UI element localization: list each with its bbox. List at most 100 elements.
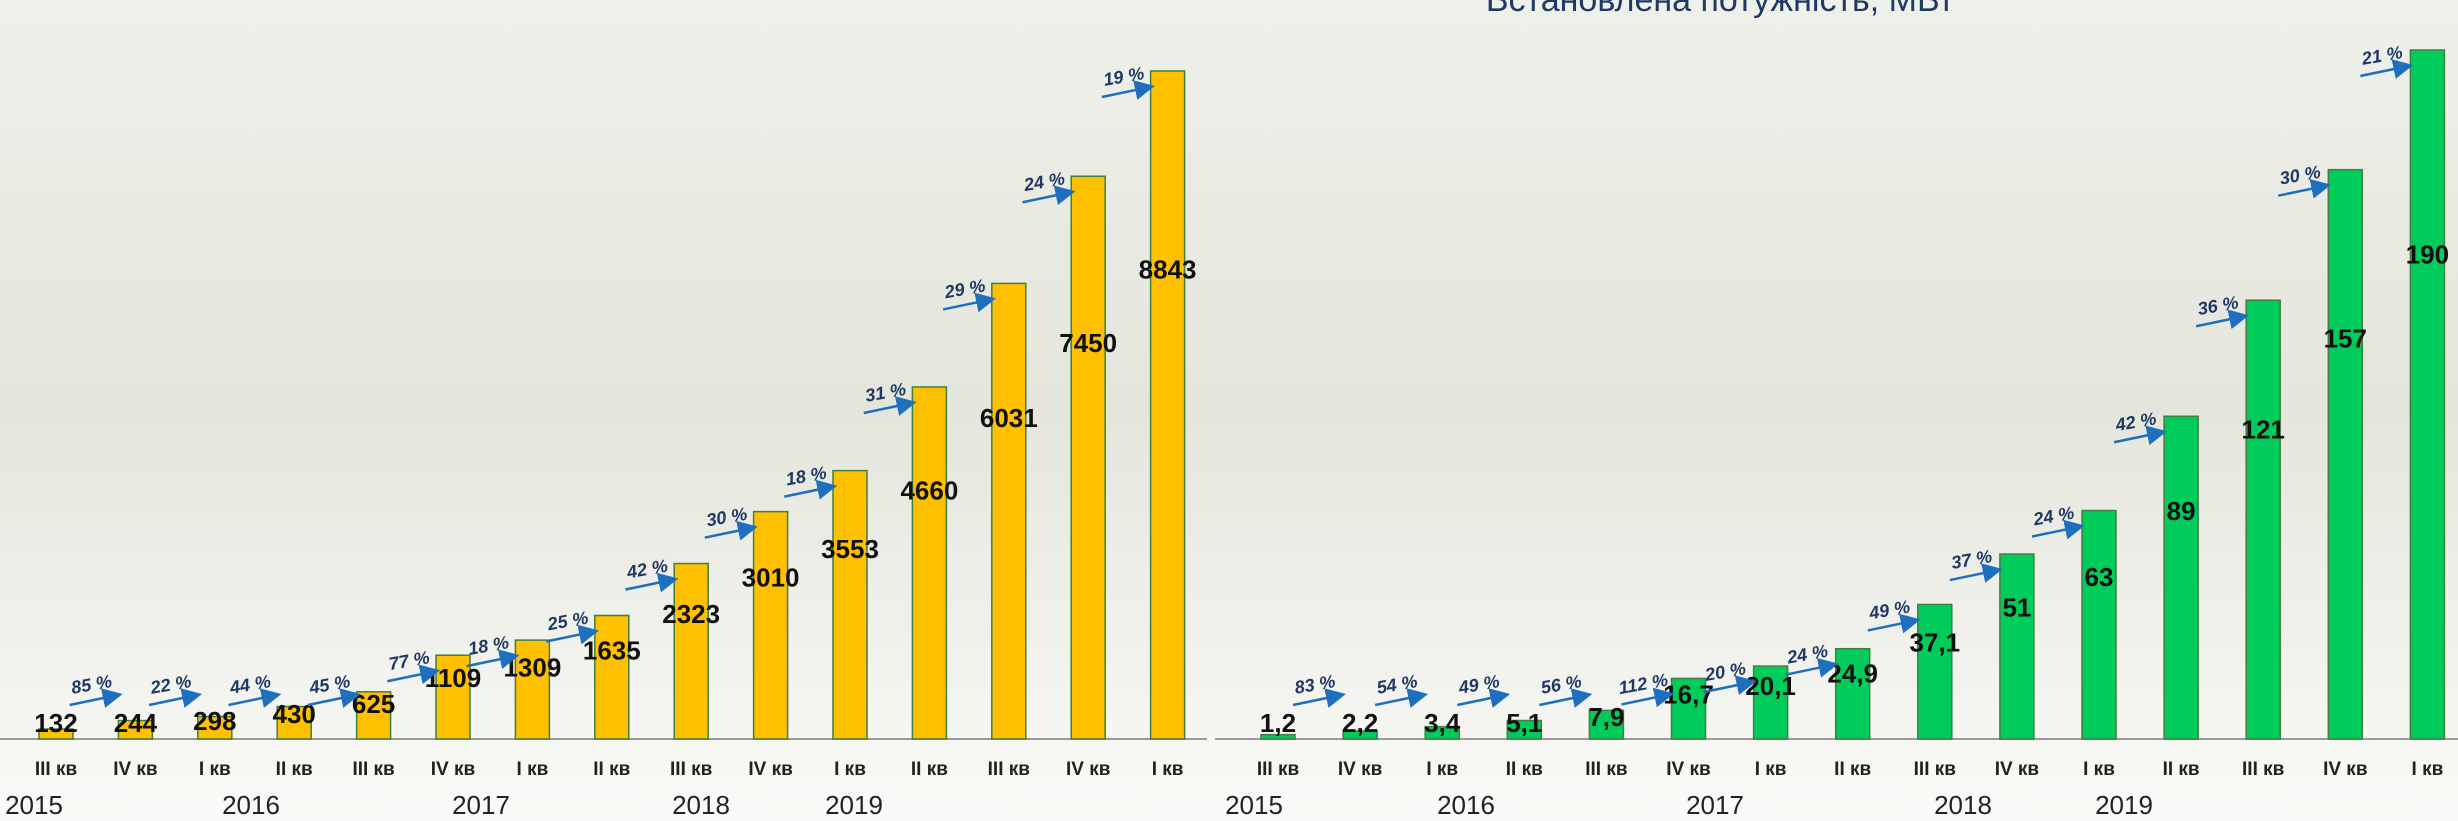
bar bbox=[1070, 175, 1106, 740]
bar bbox=[1588, 709, 1625, 740]
x-tick-label: IV кв bbox=[1338, 759, 1382, 780]
bar bbox=[1917, 603, 1953, 740]
value-label: 24,9 bbox=[1827, 659, 1878, 689]
x-tick-label: IV кв bbox=[1066, 759, 1110, 780]
x-tick-label: II кв bbox=[2163, 759, 2200, 780]
growth-arrow bbox=[228, 688, 282, 708]
growth-arrow bbox=[863, 396, 917, 416]
year-label: 2016 bbox=[222, 790, 280, 820]
x-tick-label: IV кв bbox=[1995, 759, 2039, 780]
x-tick-label: I кв bbox=[834, 759, 866, 780]
year-label: 2018 bbox=[1934, 790, 1992, 820]
growth-arrow bbox=[1949, 563, 2003, 583]
growth-arrow bbox=[2360, 59, 2414, 79]
value-label: 3553 bbox=[821, 534, 879, 564]
x-tick-label: II кв bbox=[911, 759, 948, 780]
value-label: 1,2 bbox=[1260, 708, 1296, 738]
value-label: 3,4 bbox=[1424, 708, 1461, 738]
x-tick-label: III кв bbox=[2242, 759, 2284, 780]
bar bbox=[2409, 49, 2446, 740]
bar bbox=[1342, 730, 1378, 740]
x-tick-label: III кв bbox=[988, 759, 1030, 780]
value-label: 132 bbox=[34, 708, 77, 738]
value-label: 5,1 bbox=[1506, 708, 1542, 738]
bar bbox=[832, 469, 868, 740]
bar bbox=[1506, 719, 1543, 740]
bar bbox=[197, 715, 233, 740]
bar bbox=[1999, 553, 2035, 740]
bar bbox=[117, 719, 154, 740]
bar bbox=[2163, 415, 2199, 740]
growth-arrow bbox=[1703, 675, 1757, 695]
x-tick-label: III кв bbox=[35, 759, 77, 780]
value-label: 51 bbox=[2002, 592, 2031, 622]
bar bbox=[1149, 70, 1186, 740]
growth-arrow bbox=[1785, 657, 1839, 678]
x-tick-label: IV кв bbox=[748, 759, 792, 780]
value-label: 2323 bbox=[662, 599, 720, 629]
growth-arrow bbox=[1022, 185, 1076, 206]
x-tick-label: II кв bbox=[276, 759, 313, 780]
x-tick-label: IV кв bbox=[113, 759, 157, 780]
value-label: 3010 bbox=[742, 563, 800, 593]
chart-title: Встановлена потужність, МВт bbox=[1486, 0, 1954, 19]
x-tick-label: IV кв bbox=[431, 759, 475, 780]
bar bbox=[1260, 733, 1296, 740]
x-tick-label: I кв bbox=[2083, 759, 2115, 780]
value-label: 244 bbox=[114, 708, 158, 738]
growth-arrow bbox=[942, 292, 996, 313]
bar bbox=[435, 654, 471, 740]
bar bbox=[1670, 677, 1707, 740]
x-tick-label: III кв bbox=[1585, 759, 1627, 780]
growth-arrow bbox=[704, 520, 758, 541]
bar bbox=[2081, 509, 2117, 740]
x-tick-label: II кв bbox=[1506, 759, 1543, 780]
growth-arrow bbox=[2277, 178, 2332, 199]
year-label: 2016 bbox=[1437, 790, 1495, 820]
bar bbox=[514, 639, 551, 740]
bar bbox=[911, 386, 948, 740]
bar bbox=[991, 282, 1027, 740]
year-label: 2018 bbox=[672, 790, 730, 820]
value-label: 4660 bbox=[900, 475, 958, 505]
value-label: 298 bbox=[193, 706, 236, 736]
growth-arrow bbox=[148, 688, 202, 708]
year-label: 2019 bbox=[2095, 790, 2153, 820]
x-tick-label: I кв bbox=[199, 759, 231, 780]
x-tick-label: III кв bbox=[352, 759, 394, 780]
growth-arrow bbox=[2113, 425, 2167, 446]
growth-arrow bbox=[784, 479, 838, 500]
growth-arrow bbox=[466, 649, 520, 669]
value-label: 2,2 bbox=[1342, 708, 1378, 738]
value-label: 63 bbox=[2085, 562, 2114, 592]
x-tick-label: III кв bbox=[1914, 759, 1956, 780]
growth-arrow bbox=[1867, 613, 1921, 634]
value-label: 7,9 bbox=[1588, 702, 1624, 732]
bar bbox=[355, 691, 392, 740]
x-tick-label: I кв bbox=[1426, 759, 1458, 780]
value-label: 625 bbox=[352, 689, 395, 719]
value-label: 6031 bbox=[980, 403, 1038, 433]
growth-arrow bbox=[545, 624, 599, 645]
value-label: 89 bbox=[2167, 496, 2196, 526]
year-label: 2017 bbox=[452, 790, 510, 820]
x-tick-label: II кв bbox=[1834, 759, 1871, 780]
year-label: 2019 bbox=[825, 790, 883, 820]
growth-arrow bbox=[69, 688, 123, 708]
bar bbox=[276, 705, 312, 740]
value-label: 157 bbox=[2324, 323, 2367, 353]
bar bbox=[2245, 299, 2281, 740]
x-tick-label: I кв bbox=[1152, 759, 1184, 780]
x-tick-label: II кв bbox=[593, 759, 630, 780]
value-label: 1109 bbox=[425, 663, 481, 693]
x-tick-label: IV кв bbox=[2323, 759, 2367, 780]
growth-arrow bbox=[1101, 80, 1155, 100]
value-label: 37,1 bbox=[1909, 628, 1960, 658]
x-tick-label: I кв bbox=[2412, 759, 2444, 780]
growth-arrow bbox=[1292, 688, 1346, 708]
growth-arrow bbox=[1456, 688, 1511, 708]
year-label: 2017 bbox=[1686, 790, 1744, 820]
value-label: 1635 bbox=[583, 635, 641, 665]
